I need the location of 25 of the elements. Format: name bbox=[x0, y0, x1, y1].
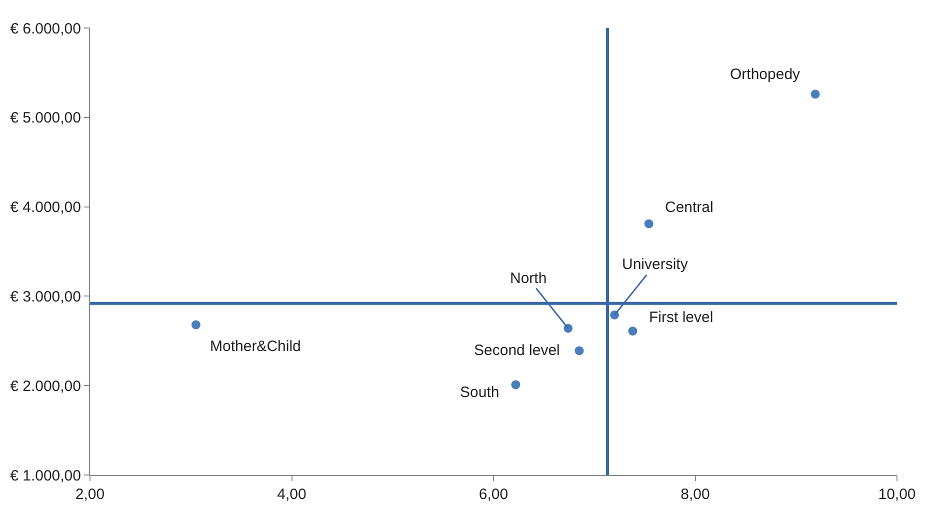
x-tick-label: 4,00 bbox=[277, 486, 306, 503]
annotation: Orthopedy bbox=[730, 66, 801, 83]
point bbox=[574, 346, 584, 356]
y-tick-label: € 1.000,00 bbox=[10, 467, 81, 484]
point bbox=[810, 90, 820, 99]
annotation: North bbox=[510, 270, 547, 287]
y-tick-label: € 3.000,00 bbox=[10, 288, 81, 306]
annotation: First level bbox=[649, 309, 714, 326]
annotation: University bbox=[622, 256, 688, 273]
annotation: Central bbox=[665, 199, 714, 216]
annotation: Mother&Child bbox=[210, 338, 301, 355]
annotation: Second level bbox=[474, 342, 560, 359]
point bbox=[644, 219, 654, 228]
x-tick-label: 8,00 bbox=[680, 486, 710, 503]
point bbox=[511, 380, 520, 390]
y-tick-label: € 4.000,00 bbox=[10, 199, 81, 216]
point bbox=[628, 326, 638, 336]
x-tick-label: 2,00 bbox=[75, 486, 105, 503]
x-tick-label: 10,00 bbox=[878, 486, 916, 503]
annotation: South bbox=[460, 384, 500, 401]
x-tick-label: 6,00 bbox=[478, 486, 508, 503]
y-tick-label: € 5.000,00 bbox=[10, 110, 81, 127]
y-tick-label: € 6.000,00 bbox=[10, 20, 81, 38]
y-tick-label: € 2.000,00 bbox=[10, 378, 81, 395]
point bbox=[191, 320, 200, 330]
